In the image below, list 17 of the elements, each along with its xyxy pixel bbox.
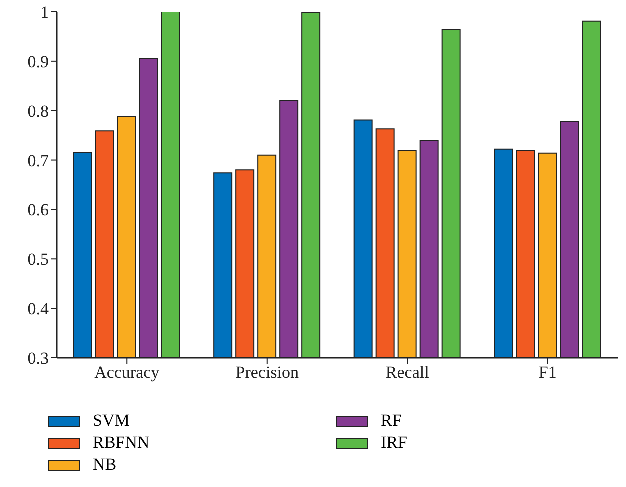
y-tick-label: 0.5 [28,250,49,270]
legend-label: RF [381,411,402,431]
y-tick-label: 1 [40,3,49,22]
x-tick-label: Precision [236,363,300,382]
y-tick-label: 0.7 [28,151,50,170]
legend-label: RBFNN [93,433,150,453]
y-tick-label: 0.3 [28,349,49,368]
x-tick-label: Recall [386,363,430,382]
y-tick-label: 0.6 [28,200,49,220]
legend-label: NB [93,455,117,475]
y-tick-label: 0.4 [28,300,50,319]
y-tick-label: 0.9 [28,52,49,72]
y-tick-label: 0.8 [28,102,49,121]
legend-label: SVM [93,411,130,431]
x-tick-label: F1 [538,363,557,382]
legend-label: IRF [381,433,408,453]
x-tick-label: Accuracy [94,363,160,382]
